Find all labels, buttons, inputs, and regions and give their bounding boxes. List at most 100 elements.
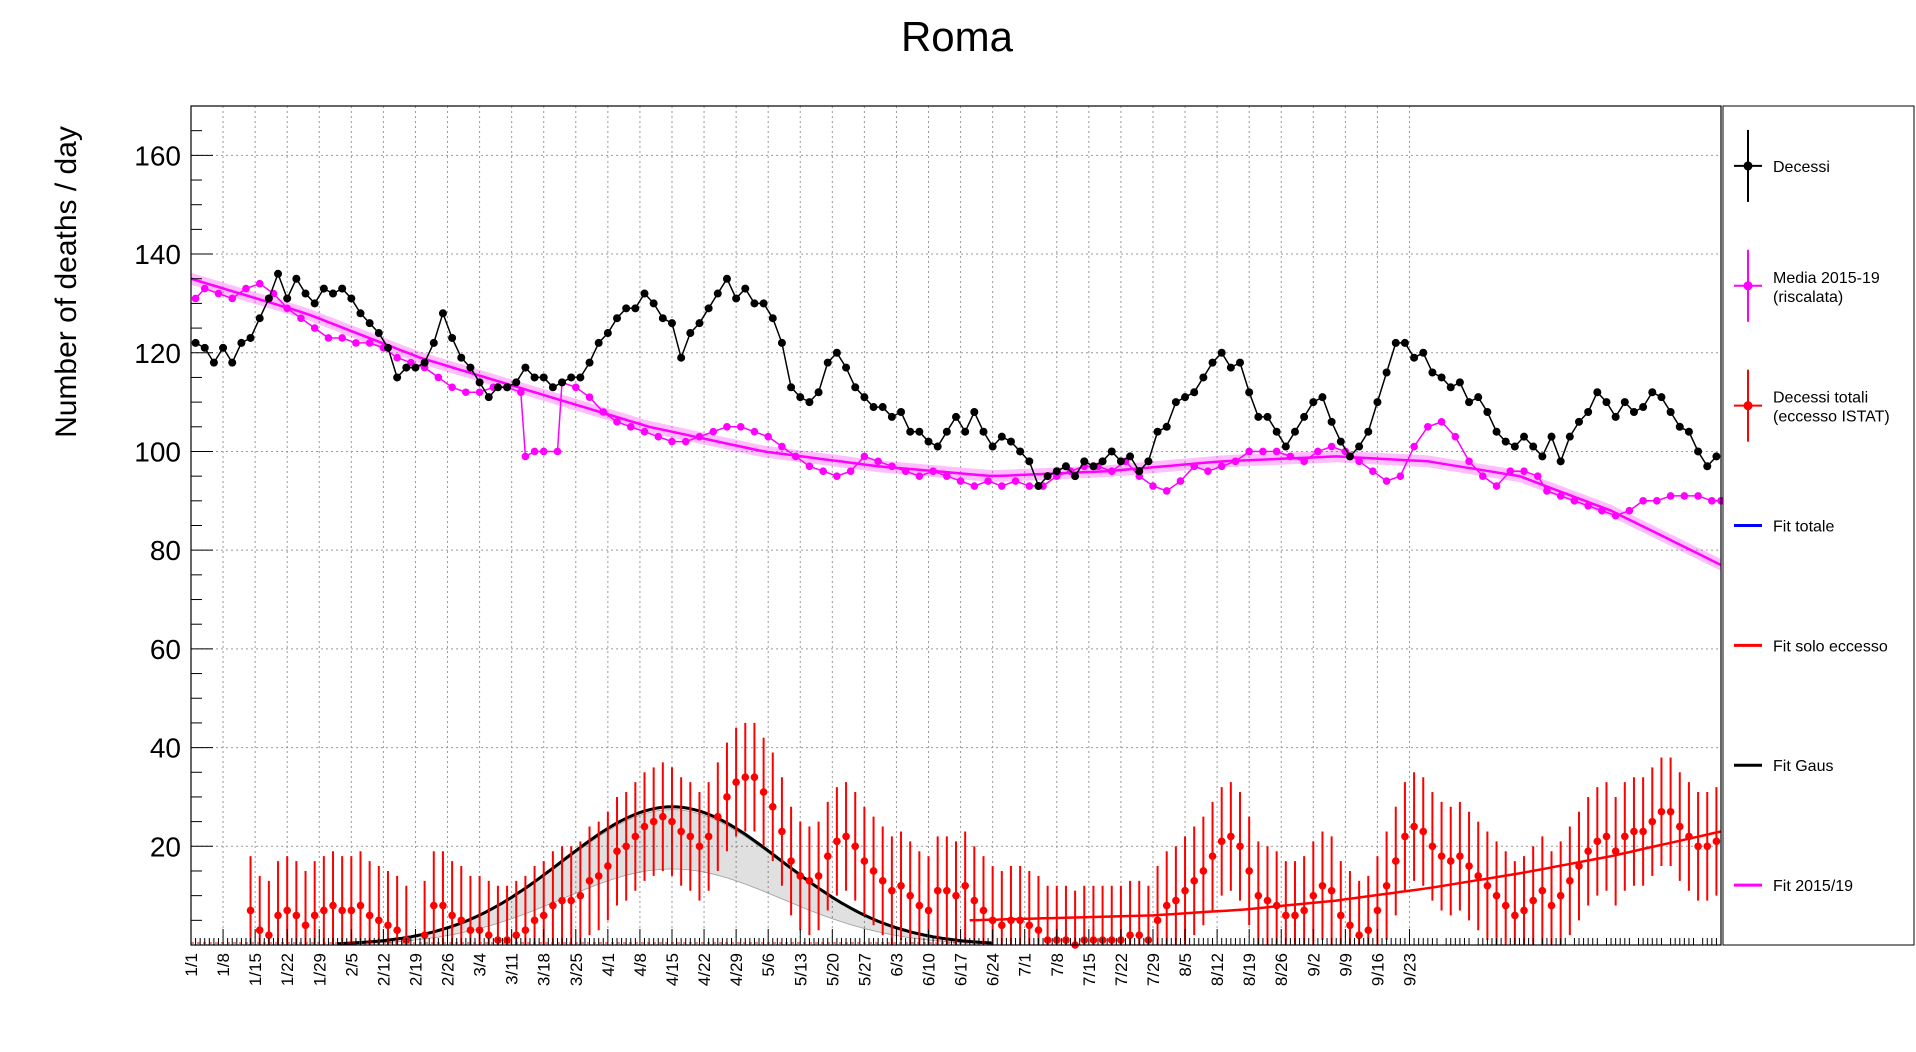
x-tick-label: 3/11 bbox=[503, 953, 522, 985]
eccesso-point bbox=[1135, 931, 1144, 939]
decessi-point bbox=[1510, 442, 1519, 451]
decessi-point bbox=[530, 373, 539, 382]
media-2015-19-point bbox=[310, 324, 319, 332]
media-2015-19-point bbox=[1204, 467, 1212, 476]
eccesso-point bbox=[1208, 852, 1217, 860]
decessi-point bbox=[1446, 383, 1455, 392]
decessi-point bbox=[1016, 447, 1025, 456]
decessi-line bbox=[195, 271, 1717, 488]
x-tick-label: 8/12 bbox=[1208, 953, 1227, 986]
media-2015-19-point bbox=[228, 294, 237, 303]
decessi-point bbox=[420, 358, 429, 367]
decessi-point bbox=[1712, 452, 1721, 461]
decessi-point bbox=[887, 412, 896, 421]
eccesso-point bbox=[1428, 842, 1437, 851]
eccesso-point bbox=[1410, 822, 1418, 831]
media-2015-19-point bbox=[324, 334, 333, 342]
eccesso-point bbox=[1355, 931, 1363, 939]
media-2015-19-point bbox=[1570, 497, 1579, 505]
eccesso-point bbox=[1272, 901, 1281, 910]
eccesso-point bbox=[778, 827, 786, 836]
x-tick-label: 3/25 bbox=[567, 953, 586, 986]
decessi-point bbox=[228, 358, 237, 367]
decessi-point bbox=[310, 299, 319, 308]
eccesso-point bbox=[1556, 891, 1565, 900]
media-2015-19-point bbox=[1355, 457, 1363, 466]
media-2015-19-point bbox=[462, 388, 470, 397]
media-2015-19-point bbox=[1259, 447, 1267, 456]
eccesso-point bbox=[1446, 857, 1455, 865]
media-2015-19-point bbox=[901, 467, 910, 476]
media-2015-19-point bbox=[1492, 482, 1501, 490]
decessi-point bbox=[768, 314, 777, 323]
media-2015-19-point bbox=[1598, 506, 1606, 515]
media-2015-19-point bbox=[475, 388, 484, 397]
eccesso-point bbox=[274, 911, 282, 920]
eccesso-point bbox=[768, 803, 777, 811]
decessi-point bbox=[1327, 417, 1336, 426]
x-tick-label: 2/12 bbox=[374, 953, 393, 986]
media-2015-19-point bbox=[1465, 457, 1473, 466]
media-2015-19-point bbox=[695, 432, 704, 441]
x-tick-label: 4/29 bbox=[727, 953, 746, 986]
x-tick-label: 4/1 bbox=[599, 953, 618, 977]
eccesso-point bbox=[695, 842, 704, 851]
eccesso-point bbox=[420, 931, 429, 939]
media-2015-19-point bbox=[365, 339, 374, 347]
eccesso-point bbox=[878, 877, 887, 885]
decessi-point bbox=[1181, 393, 1190, 402]
media-2015-19-point bbox=[1410, 442, 1418, 451]
eccesso-point bbox=[429, 901, 438, 910]
eccesso-point bbox=[851, 842, 860, 851]
decessi-point bbox=[613, 314, 622, 323]
y-tick-label: 100 bbox=[134, 436, 181, 467]
legend-label: Decessi totali bbox=[1773, 390, 1868, 407]
decessi-point bbox=[1382, 368, 1391, 377]
x-tick-label: 4/15 bbox=[663, 953, 682, 986]
media-2015-19-point bbox=[805, 462, 814, 471]
eccesso-point bbox=[833, 837, 841, 846]
x-tick-label: 9/23 bbox=[1401, 953, 1420, 986]
decessi-point bbox=[1098, 457, 1107, 466]
eccesso-point bbox=[356, 901, 365, 910]
eccesso-point bbox=[1181, 886, 1189, 895]
x-tick-label: 5/27 bbox=[855, 953, 874, 986]
legend-label: Media 2015-19 bbox=[1773, 270, 1880, 287]
decessi-point bbox=[475, 378, 484, 387]
eccesso-point bbox=[1391, 857, 1400, 865]
decessi-point bbox=[942, 427, 951, 436]
x-tick-label: 9/9 bbox=[1336, 953, 1355, 977]
decessi-point bbox=[1162, 422, 1171, 431]
eccesso-point bbox=[842, 832, 850, 841]
eccesso-point bbox=[906, 891, 914, 900]
eccesso-point bbox=[1263, 896, 1272, 905]
eccesso-point bbox=[723, 793, 731, 801]
eccesso-point bbox=[677, 827, 685, 836]
decessi-point bbox=[1428, 368, 1437, 377]
decessi-point bbox=[1043, 472, 1052, 481]
axes: 20 40 60 80 100 120 140 160 1/1 1/8 1/15 1/22 1/29 2/… bbox=[134, 105, 1722, 986]
eccesso-point bbox=[1630, 827, 1638, 836]
decessi-point bbox=[1437, 373, 1446, 382]
decessi-point bbox=[704, 304, 713, 313]
media-2015-19-point bbox=[819, 467, 827, 476]
media-2015-19-point bbox=[1666, 492, 1675, 500]
eccesso-point bbox=[1685, 832, 1693, 841]
decessi-point bbox=[915, 427, 924, 436]
eccesso-point bbox=[659, 812, 667, 821]
eccesso-point bbox=[1639, 827, 1647, 836]
decessi-point bbox=[1410, 353, 1419, 362]
eccesso-point bbox=[484, 931, 493, 939]
eccesso-point bbox=[970, 896, 979, 905]
media-2015-19-point bbox=[1584, 501, 1592, 510]
decessi-point bbox=[1501, 437, 1510, 446]
eccesso-point bbox=[860, 857, 869, 865]
decessi-point bbox=[1281, 442, 1290, 451]
eccesso-point bbox=[961, 881, 969, 890]
decessi-point bbox=[1300, 412, 1309, 421]
eccesso-point bbox=[310, 911, 319, 920]
decessi-point bbox=[338, 284, 347, 293]
decessi-point bbox=[503, 383, 512, 392]
eccesso-point bbox=[1382, 881, 1391, 890]
decessi-point bbox=[1208, 358, 1217, 367]
